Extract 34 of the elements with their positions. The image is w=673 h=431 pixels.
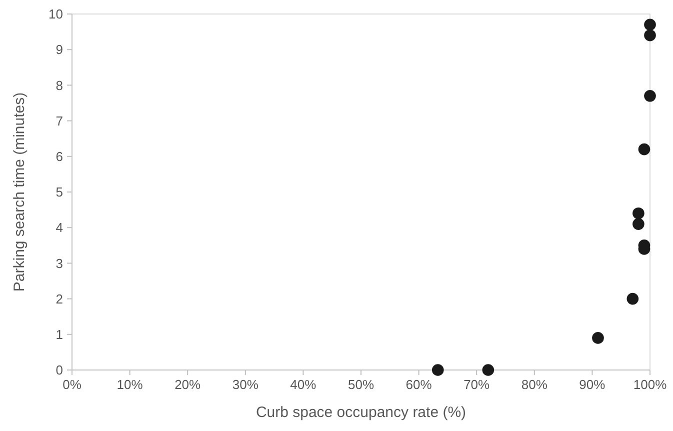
point (644, 29, 656, 42)
x-tick-label: 60% (406, 377, 432, 392)
x-tick-label: 40% (290, 377, 317, 392)
y-axis-title: Parking search time (minutes) (11, 92, 28, 292)
point (644, 18, 656, 31)
y-tick-label: 5 (56, 184, 63, 200)
point (592, 332, 604, 344)
y-tick-label: 2 (56, 291, 63, 306)
point (638, 143, 650, 156)
x-tick-label: 20% (174, 377, 202, 392)
y-tick-label: 10 (48, 6, 63, 22)
x-tick-label: 30% (232, 377, 259, 392)
y-tick-label: 3 (56, 256, 63, 271)
y-tick-label: 7 (56, 113, 63, 128)
x-tick-label: 10% (116, 377, 144, 392)
y-tick-label: 9 (56, 42, 63, 58)
point (626, 292, 639, 305)
y-tick-label: 1 (56, 326, 63, 342)
point (432, 364, 444, 376)
y-tick-label: 6 (56, 148, 63, 164)
point (632, 207, 644, 220)
y-tick-label: 4 (56, 220, 63, 236)
x-tick-label: 90% (579, 377, 606, 392)
x-tick-label: 50% (348, 377, 374, 392)
y-tick-label: 8 (56, 78, 63, 93)
point (632, 218, 644, 230)
x-tick-label: 100% (633, 377, 668, 392)
y-tick-label: 0 (56, 362, 63, 378)
x-tick-label: 70% (464, 377, 490, 392)
x-axis-title: Curb space occupancy rate (%) (256, 404, 466, 421)
point (482, 364, 494, 376)
point (644, 90, 656, 102)
x-tick-label: 0% (62, 377, 82, 392)
x-tick-label: 80% (521, 377, 548, 392)
